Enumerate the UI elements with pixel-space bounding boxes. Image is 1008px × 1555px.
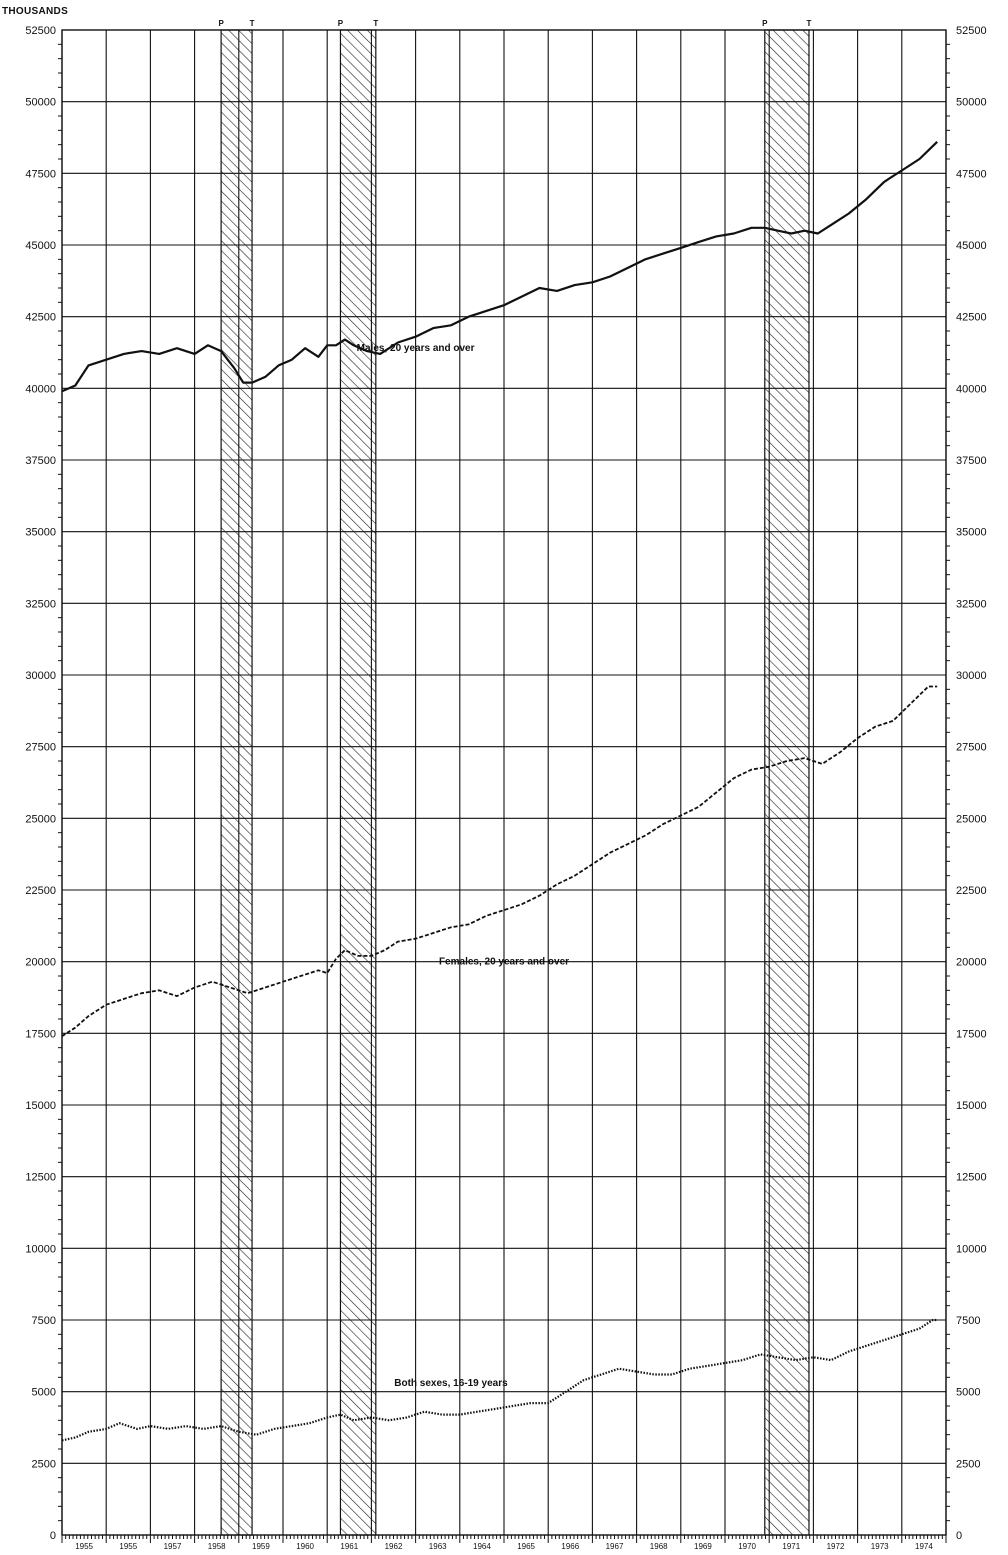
y-axis-unit-label: THOUSANDS bbox=[2, 6, 69, 17]
y-tick-label-right: 15000 bbox=[956, 1100, 987, 1112]
y-tick-label-right: 25000 bbox=[956, 813, 987, 825]
y-tick-label-right: 47500 bbox=[956, 168, 987, 180]
x-tick-label: 1967 bbox=[606, 1542, 624, 1551]
series-label: Females, 20 years and over bbox=[439, 957, 569, 968]
y-tick-label-left: 32500 bbox=[25, 598, 56, 610]
y-tick-label-left: 10000 bbox=[25, 1243, 56, 1255]
x-tick-label: 1971 bbox=[782, 1542, 800, 1551]
y-tick-label-left: 15000 bbox=[25, 1100, 56, 1112]
x-tick-label: 1955 bbox=[75, 1542, 93, 1551]
y-tick-label-right: 37500 bbox=[956, 455, 987, 467]
recession-peak-label: P bbox=[218, 19, 224, 28]
x-tick-label: 1973 bbox=[871, 1542, 889, 1551]
y-tick-label-right: 50000 bbox=[956, 97, 987, 109]
y-tick-label-right: 10000 bbox=[956, 1243, 987, 1255]
y-tick-label-right: 52500 bbox=[956, 25, 987, 37]
x-tick-label: 1957 bbox=[164, 1542, 182, 1551]
y-tick-label-left: 35000 bbox=[25, 527, 56, 539]
y-tick-label-right: 42500 bbox=[956, 312, 987, 324]
y-tick-label-left: 40000 bbox=[25, 383, 56, 395]
y-tick-label-left: 2500 bbox=[32, 1458, 56, 1470]
y-tick-label-right: 27500 bbox=[956, 742, 987, 754]
recession-peak-label: P bbox=[762, 19, 768, 28]
plot-frame bbox=[61, 29, 947, 1536]
series-label: Both sexes, 16-19 years bbox=[394, 1378, 508, 1389]
y-tick-label-right: 45000 bbox=[956, 240, 987, 252]
x-tick-label: 1965 bbox=[517, 1542, 535, 1551]
y-tick-label-right: 40000 bbox=[956, 383, 987, 395]
y-tick-label-left: 50000 bbox=[25, 97, 56, 109]
recession-trough-label: T bbox=[250, 19, 255, 28]
x-tick-label: 1964 bbox=[473, 1542, 491, 1551]
recession-band bbox=[764, 29, 810, 1536]
y-tick-label-left: 42500 bbox=[25, 312, 56, 324]
y-tick-label-right: 7500 bbox=[956, 1315, 980, 1327]
x-tick-label: 1966 bbox=[561, 1542, 579, 1551]
y-tick-label-left: 5000 bbox=[32, 1387, 56, 1399]
x-tick-label: 1961 bbox=[340, 1542, 358, 1551]
x-tick-label: 1970 bbox=[738, 1542, 756, 1551]
x-tick-label: 1958 bbox=[208, 1542, 226, 1551]
y-tick-label-left: 12500 bbox=[25, 1172, 56, 1184]
y-tick-label-right: 0 bbox=[956, 1530, 962, 1542]
recession-trough-label: T bbox=[373, 19, 378, 28]
axes: 0 0 2500 2500 5000 5000 7500 7500 10000 10000 1250… bbox=[25, 25, 986, 1551]
series-line-1 bbox=[61, 141, 938, 393]
x-tick-label: 1955 bbox=[119, 1542, 137, 1551]
y-tick-label-right: 32500 bbox=[956, 598, 987, 610]
y-tick-label-left: 0 bbox=[50, 1530, 56, 1542]
y-tick-label-right: 35000 bbox=[956, 527, 987, 539]
y-tick-label-right: 5000 bbox=[956, 1387, 980, 1399]
x-tick-label: 1969 bbox=[694, 1542, 712, 1551]
series-lines bbox=[61, 141, 938, 1442]
x-tick-label: 1959 bbox=[252, 1542, 270, 1551]
grid bbox=[61, 29, 947, 1536]
y-tick-label-left: 30000 bbox=[25, 670, 56, 682]
recession-peak-label: P bbox=[338, 19, 344, 28]
y-tick-label-left: 52500 bbox=[25, 25, 56, 37]
y-tick-label-right: 2500 bbox=[956, 1458, 980, 1470]
x-tick-label: 1962 bbox=[385, 1542, 403, 1551]
recession-band bbox=[339, 29, 377, 1536]
y-tick-label-right: 20000 bbox=[956, 957, 987, 969]
y-tick-label-right: 17500 bbox=[956, 1028, 987, 1040]
y-tick-label-left: 45000 bbox=[25, 240, 56, 252]
y-tick-label-left: 27500 bbox=[25, 742, 56, 754]
y-tick-label-right: 22500 bbox=[956, 885, 987, 897]
x-tick-label: 1960 bbox=[296, 1542, 314, 1551]
x-tick-label: 1968 bbox=[650, 1542, 668, 1551]
y-tick-label-left: 25000 bbox=[25, 813, 56, 825]
x-tick-label: 1974 bbox=[915, 1542, 933, 1551]
y-tick-label-left: 7500 bbox=[32, 1315, 56, 1327]
y-tick-label-right: 12500 bbox=[956, 1172, 987, 1184]
recession-trough-label: T bbox=[807, 19, 812, 28]
series-label: Males, 20 years and over bbox=[357, 343, 475, 354]
y-tick-label-right: 30000 bbox=[956, 670, 987, 682]
x-tick-label: 1972 bbox=[827, 1542, 845, 1551]
recession-band bbox=[220, 29, 253, 1536]
y-tick-label-left: 37500 bbox=[25, 455, 56, 467]
y-tick-label-left: 20000 bbox=[25, 957, 56, 969]
series-line-3 bbox=[61, 1318, 938, 1442]
y-tick-label-left: 47500 bbox=[25, 168, 56, 180]
y-tick-label-left: 17500 bbox=[25, 1028, 56, 1040]
y-tick-label-left: 22500 bbox=[25, 885, 56, 897]
x-tick-label: 1963 bbox=[429, 1542, 447, 1551]
series-line-2 bbox=[61, 685, 938, 1037]
series-annotations: Males, 20 years and over Females, 20 year… bbox=[357, 343, 569, 1389]
